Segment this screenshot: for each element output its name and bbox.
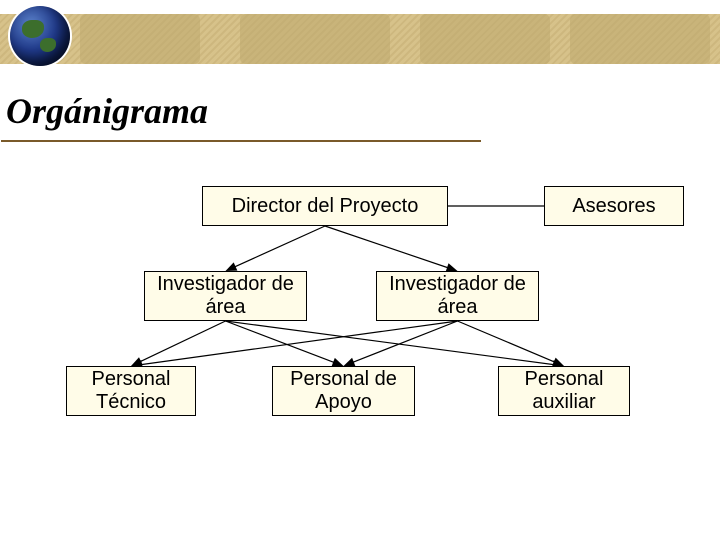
connectors-layer: [0, 0, 720, 540]
org-node-label: Investigador de área: [145, 273, 306, 319]
banner-world-map: [0, 0, 720, 72]
org-node-label: Investigador de área: [377, 273, 538, 319]
page-title: Orgánigrama: [6, 90, 208, 132]
map-blob: [240, 14, 390, 64]
org-node-tecnico: Personal Técnico: [66, 366, 196, 416]
org-node-label: Asesores: [572, 195, 655, 218]
org-node-label: Director del Proyecto: [232, 195, 419, 218]
org-node-asesores: Asesores: [544, 186, 684, 226]
org-node-apoyo: Personal de Apoyo: [272, 366, 415, 416]
org-node-label: Personal de Apoyo: [273, 368, 414, 414]
org-node-label: Personal auxiliar: [499, 368, 629, 414]
map-blob: [80, 14, 200, 64]
org-node-inv2: Investigador de área: [376, 271, 539, 321]
org-node-inv1: Investigador de área: [144, 271, 307, 321]
globe-icon: [10, 6, 70, 66]
map-blob: [420, 14, 550, 64]
org-node-label: Personal Técnico: [67, 368, 195, 414]
org-node-auxiliar: Personal auxiliar: [498, 366, 630, 416]
title-underline: [1, 140, 481, 142]
map-blob: [570, 14, 710, 64]
org-node-director: Director del Proyecto: [202, 186, 448, 226]
